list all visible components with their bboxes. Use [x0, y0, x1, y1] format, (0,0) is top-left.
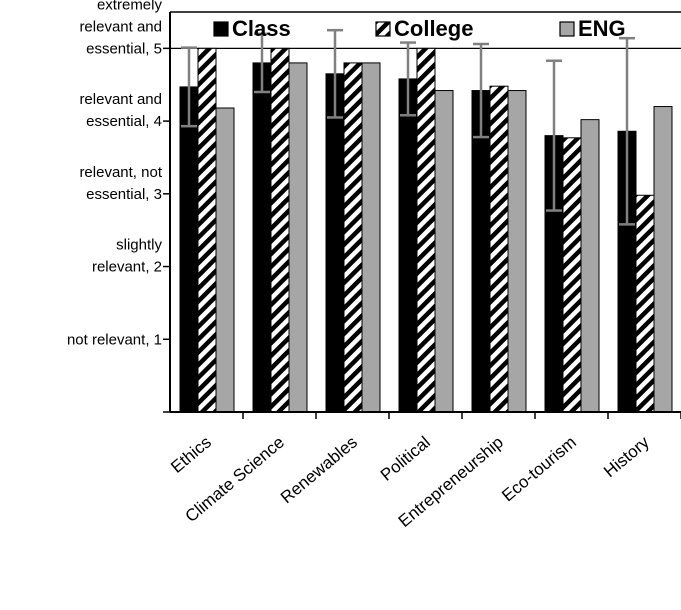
y-tick-label: relevant, not	[79, 164, 162, 181]
y-tick-label: essential, 4	[86, 113, 162, 130]
legend-label-class: Class	[232, 16, 291, 41]
y-tick-label: not relevant, 1	[67, 331, 162, 348]
y-tick-label: slightly	[116, 237, 162, 254]
bar-college-eco-tourism	[562, 137, 582, 413]
bar-class-renewables	[325, 73, 345, 413]
axes	[163, 11, 681, 419]
legend-label-college: College	[394, 16, 473, 41]
bar-eng-entrepreneurship	[507, 90, 527, 413]
y-tick-label: essential, 5	[86, 40, 162, 57]
x-tick-label-renewables: Renewables	[277, 433, 361, 508]
y-tick-label: essential, 3	[86, 186, 162, 203]
bar-eng-political	[434, 90, 454, 413]
bar-eng-renewables	[361, 62, 381, 413]
y-tick-label: relevant and	[79, 18, 162, 35]
bar-college-entrepreneurship	[489, 85, 509, 413]
bar-eng-history	[653, 106, 673, 413]
y-tick-label: relevant and	[79, 91, 162, 108]
bar-class-climate-science	[252, 62, 272, 413]
bar-class-political	[398, 78, 418, 413]
bar-class-ethics	[179, 86, 199, 413]
x-tick-label-political: Political	[377, 433, 434, 485]
x-tick-label-eco-tourism: Eco-tourism	[498, 433, 580, 506]
bar-class-entrepreneurship	[471, 90, 491, 413]
x-tick-label-history: History	[600, 432, 653, 481]
bar-college-ethics	[197, 47, 217, 413]
bar-college-climate-science	[270, 47, 290, 413]
y-tick-label: relevant, 2	[92, 259, 162, 276]
y-tick-labels: not relevant, 1 slightly relevant, 2 releva…	[67, 0, 163, 348]
legend-swatch-eng	[559, 21, 575, 37]
bar-eng-eco-tourism	[580, 119, 600, 413]
legend: Class College ENG	[213, 16, 626, 41]
error-bars	[181, 28, 635, 226]
bar-college-renewables	[343, 62, 363, 413]
bar-eng-ethics	[215, 107, 235, 413]
bar-college-political	[416, 47, 436, 413]
legend-label-eng: ENG	[578, 16, 626, 41]
y-tick-label: extremely	[97, 0, 163, 13]
bar-eng-climate-science	[288, 62, 308, 413]
legend-swatch-college	[375, 21, 391, 37]
bars	[179, 47, 673, 413]
x-tick-label-ethics: Ethics	[167, 433, 215, 477]
legend-swatch-class	[213, 21, 229, 37]
bar-college-history	[635, 194, 655, 413]
